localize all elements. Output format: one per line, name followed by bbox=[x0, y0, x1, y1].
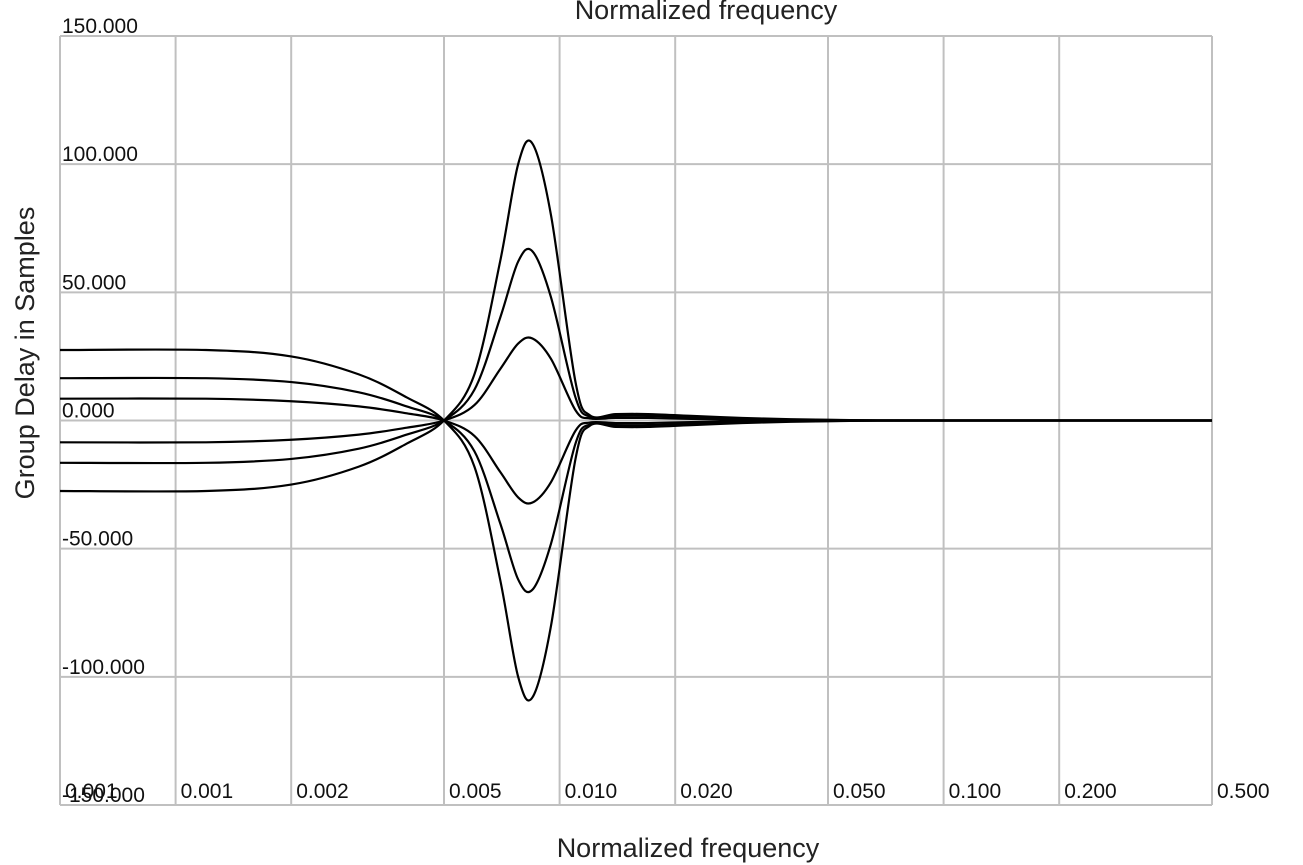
series-lines bbox=[59, 139, 1213, 702]
gridlines bbox=[59, 35, 1213, 806]
x-tick-label: 0.010 bbox=[565, 780, 618, 803]
x-tick-label: 0.100 bbox=[949, 780, 1002, 803]
y-tick-label: 0.000 bbox=[62, 400, 115, 423]
x-tick-label: 0.200 bbox=[1064, 780, 1117, 803]
x-axis-label: Normalized frequency bbox=[557, 833, 820, 863]
y-tick-label: 50.000 bbox=[62, 271, 126, 294]
y-tick-label: 150.000 bbox=[62, 15, 138, 38]
x-tick-label: 0.001 bbox=[65, 780, 118, 803]
x-tick-label: 0.001 bbox=[181, 780, 234, 803]
x-tick-label: 0.020 bbox=[680, 780, 733, 803]
chart-title: Normalized frequency bbox=[575, 0, 838, 25]
x-tick-label: 0.050 bbox=[833, 780, 886, 803]
y-axis-label: Group Delay in Samples bbox=[10, 207, 40, 500]
y-tick-label: -50.000 bbox=[62, 528, 133, 551]
x-tick-label: 0.005 bbox=[449, 780, 502, 803]
series-line-6 bbox=[59, 336, 1212, 444]
y-tick-label: -100.000 bbox=[62, 656, 145, 679]
y-tick-label: 100.000 bbox=[62, 143, 138, 166]
y-tick-label: -150.000 bbox=[62, 784, 145, 807]
tick-labels: 0.001 0.001 0.002 0.005 0.010 0.020 0.050 0.100… bbox=[62, 15, 1270, 807]
x-tick-label: 0.500 bbox=[1217, 780, 1270, 803]
x-tick-label: 0.002 bbox=[296, 780, 349, 803]
